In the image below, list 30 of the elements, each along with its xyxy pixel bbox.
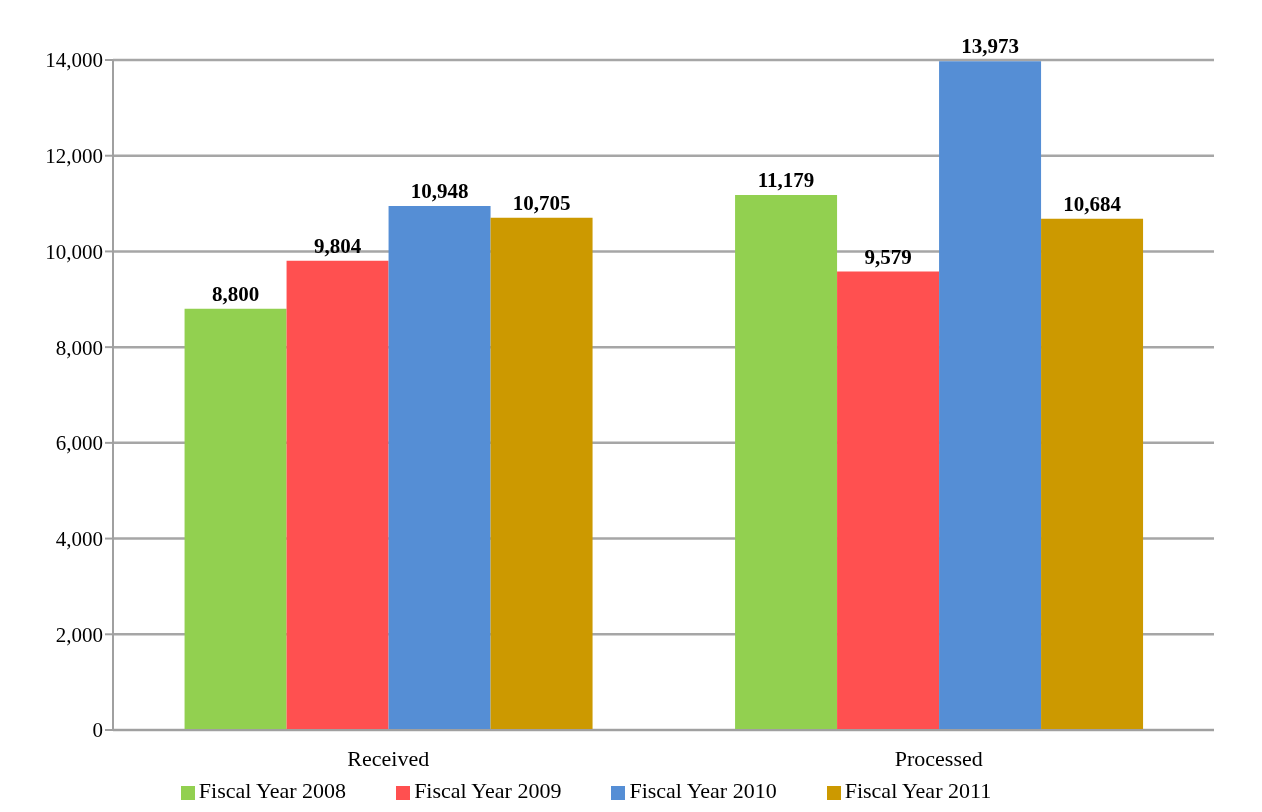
x-tick-label: Received <box>347 745 430 771</box>
data-label: 9,579 <box>864 244 912 269</box>
x-tick-label: Processed <box>894 745 983 771</box>
y-tick-label: 0 <box>92 718 103 743</box>
y-tick-label: 10,000 <box>45 239 103 264</box>
data-label: 10,948 <box>410 179 469 204</box>
data-label: 10,705 <box>512 190 571 215</box>
legend-label: Fiscal Year 2009 <box>414 778 562 803</box>
bar <box>1041 218 1144 730</box>
legend-label: Fiscal Year 2010 <box>629 778 777 803</box>
bar <box>490 217 593 730</box>
y-tick-label: 2,000 <box>55 622 103 647</box>
y-tick-label: 8,000 <box>55 335 103 360</box>
y-tick-label: 14,000 <box>45 48 103 73</box>
data-label: 10,684 <box>1063 191 1122 216</box>
data-label: 13,973 <box>961 34 1019 59</box>
y-tick-label: 6,000 <box>55 431 103 456</box>
data-label: 9,804 <box>313 233 362 258</box>
bar <box>837 271 940 730</box>
bar <box>939 61 1042 730</box>
data-label: 11,179 <box>757 168 815 193</box>
bar <box>388 206 491 730</box>
bar <box>735 195 838 730</box>
y-tick-label: 12,000 <box>45 144 103 169</box>
legend-label: Fiscal Year 2011 <box>844 778 992 803</box>
legend-label: Fiscal Year 2008 <box>198 778 347 803</box>
bar <box>184 308 287 730</box>
bar <box>286 260 389 730</box>
data-label: 8,800 <box>211 281 260 306</box>
y-tick-label: 4,000 <box>55 527 103 552</box>
